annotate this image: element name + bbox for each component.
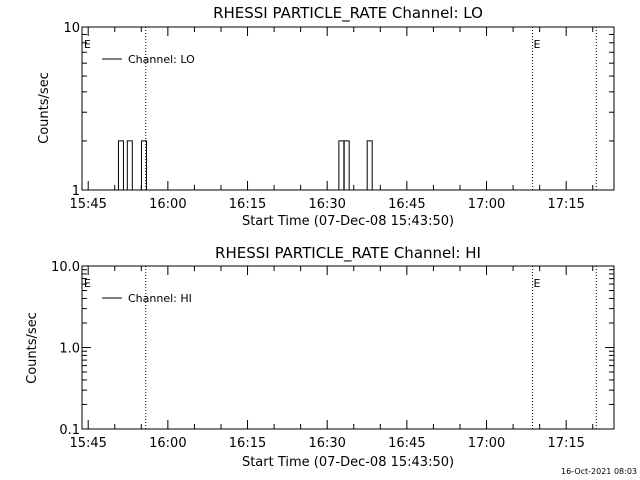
- panel-hi-xlabel: Start Time (07-Dec-08 15:43:50): [242, 455, 454, 470]
- data-spike: [126, 140, 133, 190]
- x-tick-label: 16:45: [388, 436, 425, 451]
- x-tick-label: 16:00: [149, 197, 186, 212]
- data-spike: [366, 140, 373, 190]
- panel-lo-y-axis: 1 10: [63, 21, 614, 199]
- data-spike: [140, 140, 147, 190]
- data-spike: [343, 140, 350, 190]
- x-tick-label: 17:15: [547, 436, 584, 451]
- event-marker: E: [534, 277, 541, 290]
- x-tick-label: 16:45: [388, 197, 425, 212]
- x-tick-label: 17:00: [468, 436, 505, 451]
- y-tick-label: 1: [72, 184, 80, 199]
- panel-hi-ylabel: Counts/sec: [25, 312, 40, 384]
- x-tick-label: 16:00: [149, 436, 186, 451]
- x-tick-label: 15:45: [69, 197, 106, 212]
- event-marker: E: [84, 38, 91, 51]
- x-tick-label: 16:30: [308, 197, 345, 212]
- x-tick-label: 17:15: [547, 197, 584, 212]
- panel-hi-title: RHESSI PARTICLE_RATE Channel: HI: [215, 244, 481, 263]
- panel-lo-x-axis: 15:45 16:00 16:15 16:30 16:45 17:00 17:15: [69, 27, 594, 212]
- x-tick-label: 15:45: [69, 436, 106, 451]
- panel-lo-xlabel: Start Time (07-Dec-08 15:43:50): [242, 214, 454, 229]
- panel-hi-legend: Channel: HI: [102, 292, 192, 305]
- x-tick-label: 16:15: [229, 197, 266, 212]
- y-tick-label: 10: [63, 21, 80, 36]
- panel-lo: RHESSI PARTICLE_RATE Channel: LO Counts/…: [37, 4, 615, 229]
- footer-timestamp: 16-Oct-2021 08:03: [561, 467, 637, 476]
- data-spike: [117, 140, 124, 190]
- panel-lo-series: [117, 140, 373, 190]
- y-tick-label: 0.1: [59, 423, 80, 438]
- y-tick-label: 1.0: [59, 342, 80, 357]
- x-tick-label: 16:30: [308, 436, 345, 451]
- y-tick-label: 10.0: [51, 260, 80, 275]
- event-marker: E: [84, 277, 91, 290]
- x-tick-label: 17:00: [468, 197, 505, 212]
- legend-hi-label: Channel: HI: [128, 292, 192, 305]
- panel-lo-legend: Channel: LO: [102, 53, 195, 66]
- legend-lo-label: Channel: LO: [128, 53, 195, 66]
- x-tick-label: 16:15: [229, 436, 266, 451]
- panel-hi-y-axis: 0.1 1.0 10.0: [51, 260, 614, 438]
- panel-lo-dotted-lines: [145, 27, 597, 190]
- panel-hi: RHESSI PARTICLE_RATE Channel: HI Counts/…: [25, 244, 615, 470]
- panel-hi-dotted-lines: [145, 266, 597, 429]
- panel-lo-frame: [81, 26, 615, 191]
- panel-lo-ylabel: Counts/sec: [37, 72, 52, 144]
- event-marker: E: [534, 38, 541, 51]
- panel-hi-x-axis: 15:45 16:00 16:15 16:30 16:45 17:00 17:15: [69, 266, 594, 451]
- panel-lo-title: RHESSI PARTICLE_RATE Channel: LO: [213, 4, 483, 23]
